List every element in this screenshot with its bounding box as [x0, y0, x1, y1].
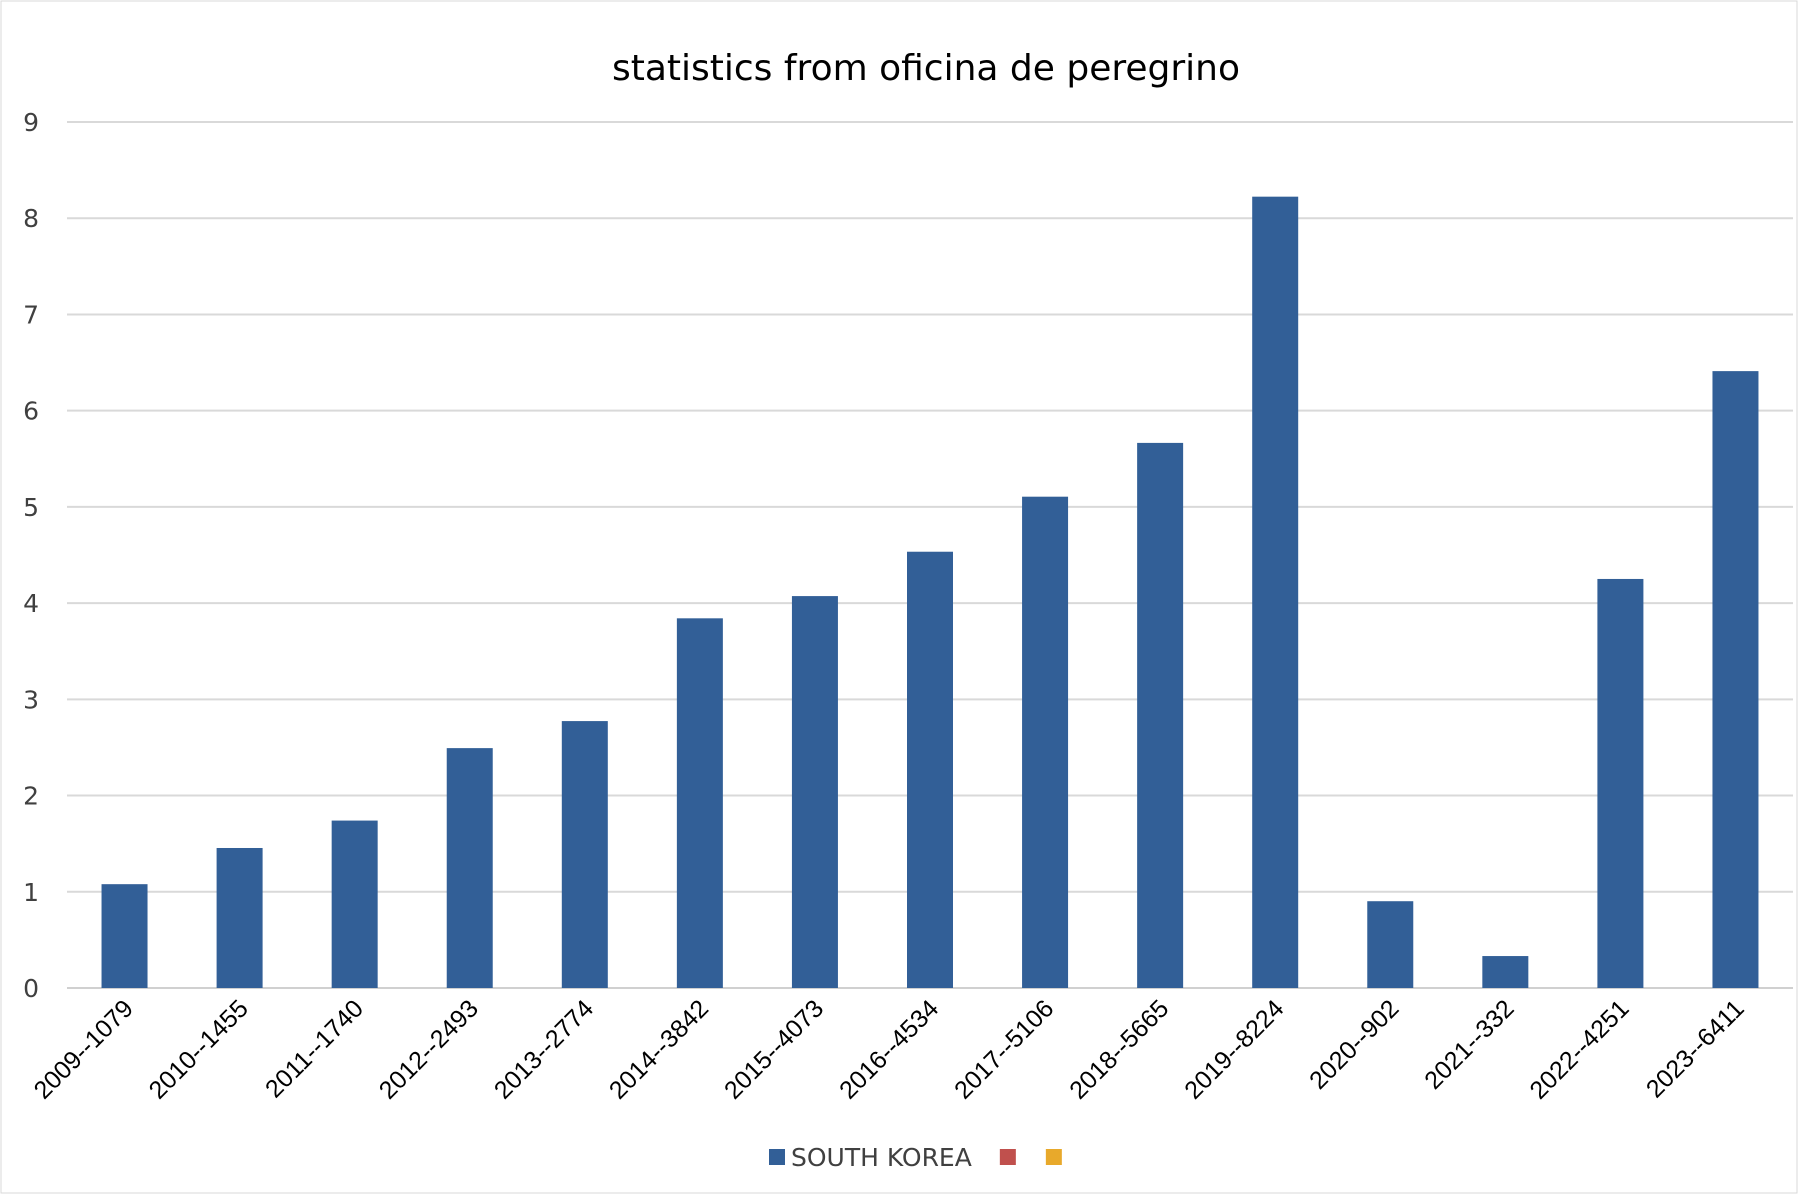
bar-2018--5665 — [1137, 442, 1184, 988]
y-tick-label: 0 — [23, 974, 39, 1003]
bar-2022--4251 — [1597, 578, 1644, 988]
y-axis-tick-labels: 0 1 2 3 4 5 6 7 8 9 — [23, 108, 39, 1003]
legend-swatch — [769, 1149, 785, 1165]
y-tick-label: 2 — [23, 782, 39, 811]
bar-2015--4073 — [791, 596, 838, 988]
y-tick-label: 9 — [23, 108, 39, 137]
bar-2014--3842 — [676, 618, 723, 988]
legend-label: SOUTH KOREA — [791, 1143, 972, 1172]
bar-2012--2493 — [446, 748, 493, 988]
bar-2021--332 — [1482, 956, 1529, 988]
y-tick-label: 1 — [23, 878, 39, 907]
bar-2023--6411 — [1712, 371, 1759, 988]
bars — [101, 196, 1759, 988]
chart-title: statistics from oficina de peregrino — [612, 48, 1240, 89]
y-tick-label: 4 — [23, 589, 39, 618]
y-tick-label: 5 — [23, 493, 39, 522]
y-tick-label: 3 — [23, 685, 39, 714]
legend-swatch — [1045, 1149, 1062, 1165]
y-tick-label: 8 — [23, 204, 39, 233]
legend-swatch — [999, 1149, 1016, 1165]
bar-2016--4534 — [907, 551, 953, 988]
bar-2013--2774 — [561, 721, 608, 988]
bar-2019--8224 — [1252, 196, 1299, 988]
bar-2009--1079 — [101, 884, 148, 988]
bar-2020--902 — [1367, 901, 1414, 988]
legend: SOUTH KOREA — [769, 1143, 1062, 1172]
bar-2010--1455 — [216, 847, 263, 988]
bar-2017--5106 — [1022, 496, 1069, 988]
y-tick-label: 6 — [23, 397, 39, 426]
y-tick-label: 7 — [23, 300, 39, 329]
bar-2011--1740 — [331, 820, 378, 988]
